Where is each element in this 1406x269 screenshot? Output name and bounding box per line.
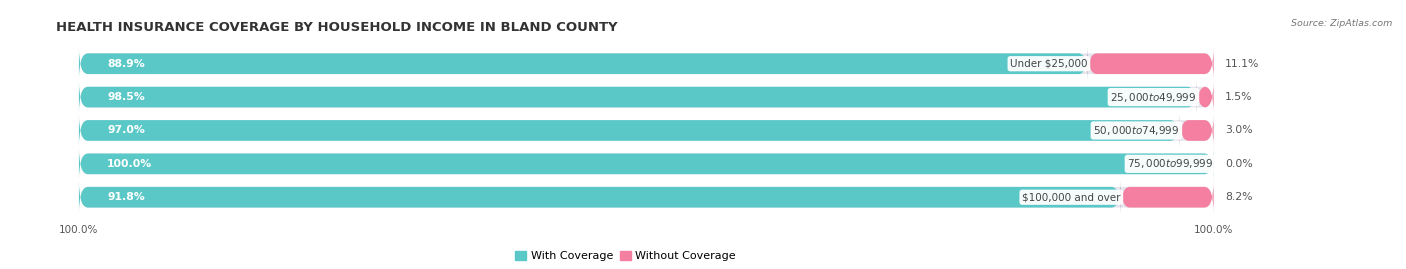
FancyBboxPatch shape: [79, 147, 1213, 180]
FancyBboxPatch shape: [79, 47, 1088, 80]
Legend: With Coverage, Without Coverage: With Coverage, Without Coverage: [510, 246, 740, 266]
FancyBboxPatch shape: [1121, 181, 1213, 214]
Text: 97.0%: 97.0%: [107, 125, 145, 136]
FancyBboxPatch shape: [79, 81, 1197, 114]
Text: $100,000 and over: $100,000 and over: [1022, 192, 1121, 202]
FancyBboxPatch shape: [79, 181, 1121, 214]
FancyBboxPatch shape: [1197, 81, 1213, 114]
FancyBboxPatch shape: [79, 181, 1213, 214]
Text: Under $25,000: Under $25,000: [1010, 59, 1088, 69]
FancyBboxPatch shape: [79, 81, 1213, 114]
Text: 8.2%: 8.2%: [1225, 192, 1253, 202]
Text: $50,000 to $74,999: $50,000 to $74,999: [1094, 124, 1180, 137]
Text: $75,000 to $99,999: $75,000 to $99,999: [1128, 157, 1213, 170]
FancyBboxPatch shape: [79, 114, 1180, 147]
Text: 98.5%: 98.5%: [107, 92, 145, 102]
Text: $25,000 to $49,999: $25,000 to $49,999: [1111, 91, 1197, 104]
FancyBboxPatch shape: [79, 114, 1213, 147]
FancyBboxPatch shape: [1180, 114, 1213, 147]
Text: 100.0%: 100.0%: [107, 159, 152, 169]
FancyBboxPatch shape: [79, 47, 1213, 80]
Text: 0.0%: 0.0%: [1225, 159, 1253, 169]
FancyBboxPatch shape: [79, 147, 1213, 180]
Text: 88.9%: 88.9%: [107, 59, 145, 69]
Text: Source: ZipAtlas.com: Source: ZipAtlas.com: [1291, 19, 1392, 28]
Text: 91.8%: 91.8%: [107, 192, 145, 202]
Text: HEALTH INSURANCE COVERAGE BY HOUSEHOLD INCOME IN BLAND COUNTY: HEALTH INSURANCE COVERAGE BY HOUSEHOLD I…: [56, 21, 617, 34]
Text: 3.0%: 3.0%: [1225, 125, 1253, 136]
Text: 1.5%: 1.5%: [1225, 92, 1253, 102]
Text: 11.1%: 11.1%: [1225, 59, 1260, 69]
FancyBboxPatch shape: [1088, 47, 1213, 80]
